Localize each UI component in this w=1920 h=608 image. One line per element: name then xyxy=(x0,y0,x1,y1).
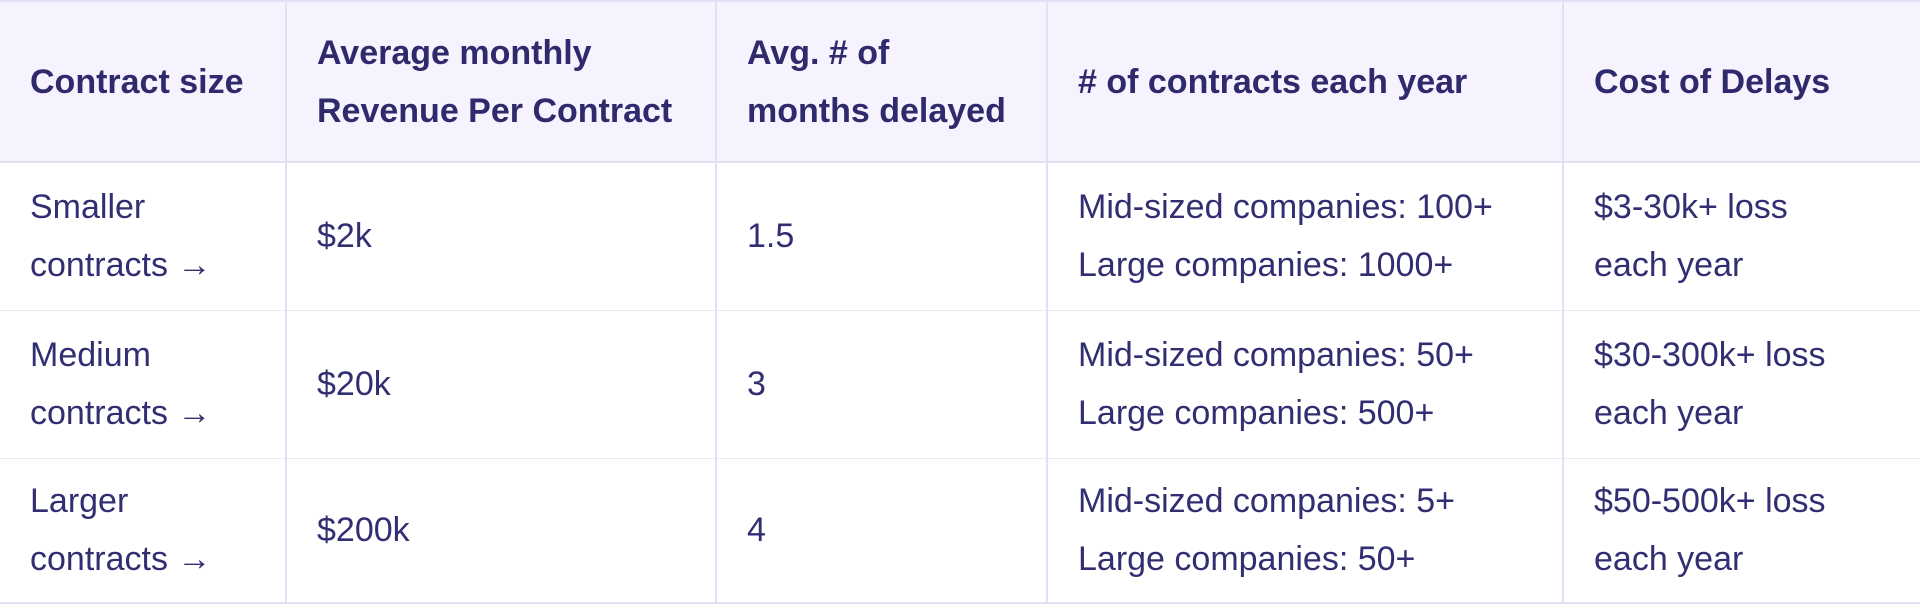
table-header: Contract size Average monthly Revenue Pe… xyxy=(0,1,1920,163)
header-monthly-revenue: Average monthly Revenue Per Contract xyxy=(285,1,716,163)
cell-monthly-revenue: $20k xyxy=(285,309,716,458)
cell-contract-size: Larger contracts → xyxy=(0,457,286,603)
cell-cost-of-delays: $3-30k+ loss each year xyxy=(1562,162,1920,310)
cell-contracts-per-year: Mid-sized companies: 100+ Large companie… xyxy=(1046,162,1563,310)
cell-contracts-per-year: Mid-sized companies: 50+ Large companies… xyxy=(1046,309,1563,458)
header-cost-of-delays: Cost of Delays xyxy=(1562,1,1920,163)
header-contracts-per-year: # of contracts each year xyxy=(1046,1,1563,163)
cell-months-delayed: 4 xyxy=(715,457,1047,603)
cell-contract-size: Smaller contracts → xyxy=(30,188,212,285)
cell-months-delayed: 1.5 xyxy=(715,162,1047,310)
cell-cost-of-delays: $50-500k+ loss each year xyxy=(1562,457,1920,603)
header-row: Contract size Average monthly Revenue Pe… xyxy=(0,1,1920,163)
cell-contracts-per-year: Mid-sized companies: 5+ Large companies:… xyxy=(1046,457,1563,603)
table-row: Larger contracts → $200k 4 Mid-sized com… xyxy=(0,457,1920,603)
table-row: Smaller contracts → $2k 1.5 Mid-sized co… xyxy=(0,162,1920,310)
cell-monthly-revenue: $200k xyxy=(285,457,716,603)
cell-months-delayed: 3 xyxy=(715,309,1047,458)
table-row: Medium contracts → $20k 3 Mid-sized comp… xyxy=(0,309,1920,458)
header-contract-size: Contract size xyxy=(0,1,286,163)
table-body: Smaller contracts → $2k 1.5 Mid-sized co… xyxy=(0,162,1920,603)
header-months-delayed: Avg. # of months delayed xyxy=(715,1,1047,163)
cell-contract-size: Medium contracts → xyxy=(0,309,286,458)
cell-monthly-revenue: $2k xyxy=(285,162,716,310)
cell-cost-of-delays: $30-300k+ loss each year xyxy=(1562,309,1920,458)
